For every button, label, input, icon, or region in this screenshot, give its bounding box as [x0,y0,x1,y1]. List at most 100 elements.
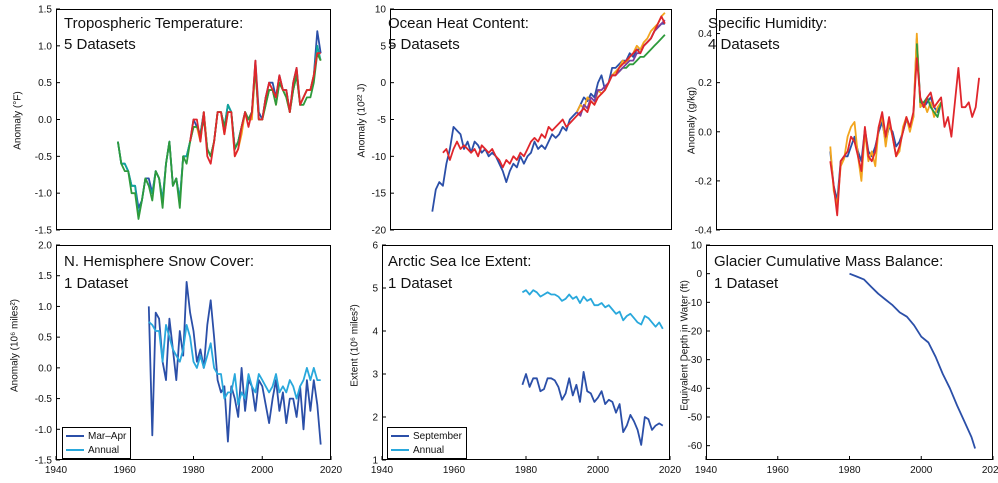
legend-label: Annual [413,444,445,456]
panel-tropospheric-temperature: Anomaly (°F) -1.5 -1.0 -0.5 0.0 0.5 1.0 1.5 Tr… [0,0,331,240]
legend-swatch [66,449,84,451]
series-line-2 [915,43,942,118]
panel-ocean-heat-content: Anomaly (10²² J) -20 -15 -10 -5 0 5 10 Ocean H… [340,0,672,240]
y-tick-label: -30 [688,355,703,366]
series-line-3 [117,52,322,220]
y-tick-label: -5 [377,115,386,126]
x-tick-label: 2000 [251,465,274,476]
legend-item-september: September [391,429,462,443]
panel-specific-humidity: Anomaly (g/kg) -0.4 -0.2 0.0 0.2 0.4 Specifi… [668,0,998,240]
y-tick-label: 10 [375,5,387,16]
series-line-2 [618,34,666,73]
y-tick-label: 0 [696,269,702,280]
y-tick-label: 1 [372,456,378,467]
x-tick-label: 1960 [767,465,790,476]
x-tick-label: 1980 [838,465,861,476]
y-tick-label: 0.4 [698,29,712,40]
y-tick-label: -1.0 [35,189,53,200]
y-tick-label: -0.2 [695,176,713,187]
chart-title-line-2: 5 Datasets [388,36,460,53]
chart-glacier-mass-balance: -60 -50 -40 -30 -20 -10 0 10 1940 1960 1980 2000 202… [688,241,998,477]
y-tick-label: 0.0 [698,127,712,138]
series-line-1 [148,321,321,406]
chart-ocean-heat-content: -20 -15 -10 -5 0 5 10 [372,5,666,237]
series-line-0 [849,272,976,449]
series-line-0 [521,370,664,446]
y-tick-label: -1.0 [35,425,53,436]
x-tick-label: 2000 [910,465,933,476]
x-tick-label: 2000 [587,465,610,476]
series-line-0 [829,37,942,202]
plot-frame [706,245,993,460]
x-tick-label: 1980 [515,465,538,476]
y-tick-label: 1.5 [38,271,52,282]
y-tick-label: 0.5 [38,333,52,344]
series-line-4 [189,52,321,165]
panel-snow-cover: Anomaly (10⁶ miles²) -1.5 -1.0 -0.5 0.0 0.5 1… [0,240,343,483]
y-tick-label: -1.5 [35,456,53,467]
y-tick-label: 0 [380,78,386,89]
chart-title-line-2: 1 Dataset [714,275,779,292]
y-tick-label: -20 [688,327,703,338]
y-tick-label: 0.2 [698,78,712,89]
y-tick-label: -60 [688,441,703,452]
y-tick-label: -0.4 [695,226,713,237]
chart-tropospheric-temperature: -1.5 -1.0 -0.5 0.0 0.5 1.0 1.5 [35,5,322,237]
series-line-0 [431,22,665,212]
plot-frame [56,245,331,460]
series-line-0 [147,281,322,445]
y-tick-label: -40 [688,384,703,395]
chart-title-line-1: Specific Humidity: [708,15,828,32]
y-tick-label: -0.5 [35,152,53,163]
chart-title-line-2: 5 Datasets [64,36,136,53]
x-tick-label: 2020 [982,465,998,476]
y-tick-label: 0.0 [38,115,52,126]
legend: Mar–Apr Annual [62,427,132,459]
x-tick-label: 1980 [182,465,205,476]
y-tick-label: 2 [372,413,378,424]
y-tick-label: -10 [372,152,387,163]
y-tick-label: -50 [688,413,703,424]
series-line-1 [829,32,942,207]
y-tick-label: -15 [372,189,387,200]
series-line-0 [117,30,322,209]
legend-item-annual: Annual [391,443,462,457]
x-tick-label: 1940 [695,465,718,476]
chart-title-line-1: Glacier Cumulative Mass Balance: [714,253,944,270]
series-line-3 [829,57,980,217]
chart-title-line-1: Tropospheric Temperature: [64,15,244,32]
x-tick-label: 1960 [443,465,466,476]
y-tick-label: 5 [372,284,378,295]
legend-item-annual: Annual [66,443,126,457]
y-tick-label: 1.5 [38,5,52,16]
x-tick-label: 1940 [371,465,394,476]
chart-specific-humidity: -0.4 -0.2 0.0 0.2 0.4 [695,29,980,237]
x-tick-label: 1960 [114,465,137,476]
plot-frame [390,9,672,230]
legend-swatch [66,435,84,437]
x-tick-label: 2020 [320,465,343,476]
y-tick-label: 0.0 [38,363,52,374]
y-tick-label: 4 [372,327,378,338]
legend-swatch [391,435,409,437]
y-tick-label: -20 [372,226,387,237]
legend-label: Annual [88,444,120,456]
y-tick-label: 3 [372,370,378,381]
y-tick-label: -1.5 [35,226,53,237]
legend-label: September [413,430,462,442]
y-tick-label: 5 [380,41,386,52]
y-tick-label: 10 [691,241,703,252]
legend-swatch [391,449,409,451]
legend: September Annual [387,427,467,459]
y-tick-label: -10 [688,298,703,309]
panel-glacier-mass-balance: Equivalent Depth in Water (ft) -60 -50 -40… [668,240,998,483]
chart-title-line-2: 1 Dataset [64,275,129,292]
x-tick-label: 2020 [659,465,682,476]
x-tick-label: 1940 [45,465,68,476]
chart-arctic-sea-ice: 1 2 3 4 5 6 1940 1960 1980 2000 2020 [371,241,682,477]
y-tick-label: 6 [372,241,378,252]
series-line-1 [117,44,322,217]
legend-label: Mar–Apr [88,430,127,442]
chart-title-line-2: 4 Datasets [708,36,780,53]
chart-title-line-2: 1 Dataset [388,275,453,292]
